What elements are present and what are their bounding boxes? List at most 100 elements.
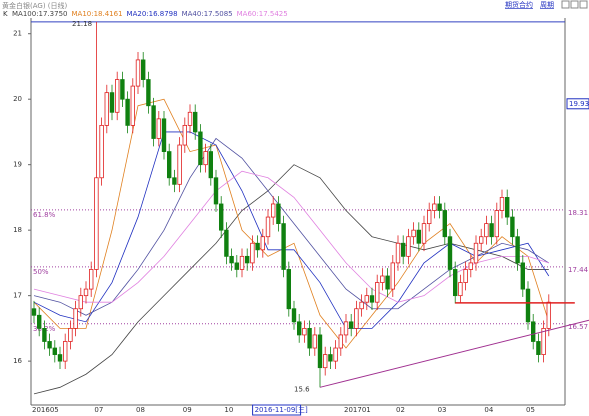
candle-body [380,275,385,283]
candle-body [364,295,369,303]
y-tick-label: 18 [13,226,22,234]
candle-body [192,111,198,133]
candle-body [31,308,37,316]
fib-label: 61.8% [33,211,56,219]
candle-body [421,223,427,244]
legend-entry: MA40:17.5085 [182,10,233,18]
candle-body [146,79,151,107]
candle-body [52,347,57,355]
candle-body [525,288,531,323]
candle-body [83,288,89,297]
candle-body [385,275,390,290]
legend-entry: MA20:16.8798 [127,10,178,18]
candle-body [172,177,177,185]
candle-body [317,334,323,369]
ma-line [33,164,549,395]
candle-body [473,242,479,264]
candle-body [442,210,447,238]
x-tick-label: 02 [396,406,405,414]
candle-body [151,105,156,139]
candle-body [437,203,442,211]
candle-body [359,301,364,310]
icon-button[interactable] [570,0,579,9]
contract-button[interactable]: 期货合约 [505,0,533,9]
candle-body [130,85,135,126]
candle-body [213,177,219,205]
window-title: 黄金白银(AG) (日线) [2,1,68,10]
candle-body [400,242,406,257]
icon-button[interactable] [561,0,570,9]
candle-body [57,354,63,362]
candle-body [234,262,239,270]
candle-body [328,354,333,362]
candle-body [120,79,125,100]
candle-body [281,223,286,270]
candle-body [47,341,52,349]
candle-body [406,236,411,257]
candle-body [99,124,104,179]
fib-value: 17.44 [568,266,589,274]
candle-body [302,327,307,336]
x-tick-label: 08 [136,406,145,414]
cursor-date-box [252,404,302,416]
candle-body [489,223,494,238]
candle-body [494,210,499,238]
legend-prefix: K [3,10,8,18]
candle-body [156,118,161,139]
candle-body [68,327,73,342]
candle-body [463,269,468,283]
candle-body [125,98,130,126]
candle-body [224,229,229,257]
fib-value: 16.57 [568,323,588,331]
candle-body [244,255,250,264]
y-tick-label: 16 [13,357,22,365]
candle-body [94,177,99,270]
candle-body [536,341,541,355]
candle-body [468,262,473,270]
candle-body [531,321,536,342]
y-tick-label: 19 [13,161,22,169]
candle-body [333,347,338,362]
candle-body [109,92,115,113]
high-label: 21.18 [72,20,92,28]
candle-body [312,334,317,349]
candle-body [63,341,68,362]
candle-body [187,111,193,126]
x-tick-label: 03 [438,406,447,414]
legend-entry: MA60:17.5425 [237,10,288,18]
candle-body [504,197,510,218]
candle-body [390,262,395,290]
candle-body [270,203,276,218]
candle-body [426,210,432,225]
candle-body [78,295,83,310]
candle-body [395,242,401,264]
candle-body [369,295,375,303]
x-tick-label: 09 [183,406,192,414]
period-button[interactable]: 周期 [540,1,554,9]
legend-entry: MA100:17.3750 [12,10,68,18]
candle-body [546,301,551,329]
x-tick-label: 05 [526,406,535,414]
icon-button[interactable] [579,0,588,9]
candle-body [135,59,141,87]
candle-body [265,216,271,238]
x-tick-label: 10 [224,406,233,414]
y-tick-label: 21 [13,30,22,38]
fib-label: 50% [33,268,49,276]
candle-body [541,327,546,355]
candle-body [161,118,167,152]
candle-body [255,242,260,251]
candle-body [499,197,505,211]
candle-body [291,308,297,323]
fib-value: 18.31 [568,209,588,217]
candle-body [510,216,515,238]
candle-body [338,334,343,349]
y-tick-label: 20 [13,95,22,103]
candle-body [286,269,291,310]
candle-body [166,151,172,179]
candle-body [478,236,484,244]
x-tick-label: 07 [94,406,103,414]
legend-entry: MA10:18.4161 [72,10,123,18]
